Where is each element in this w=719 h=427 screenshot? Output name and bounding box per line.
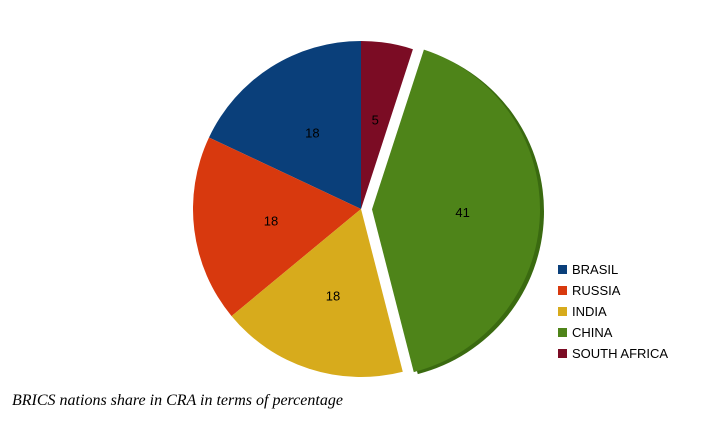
data-label-south-africa: 5 xyxy=(372,112,379,127)
legend-swatch xyxy=(558,307,567,316)
legend-swatch xyxy=(558,328,567,337)
data-label-russia: 18 xyxy=(264,213,278,228)
pie-slice-russia xyxy=(192,137,361,317)
pie-data-labels: 18 18 18 41 5 xyxy=(264,112,470,303)
legend-label: BRASIL xyxy=(572,262,619,277)
legend-item-south-africa: SOUTH AFRICA xyxy=(558,343,668,364)
legend-label: INDIA xyxy=(572,304,607,319)
legend-item-brasil: BRASIL xyxy=(558,259,668,280)
figure-caption: BRICS nations share in CRA in terms of p… xyxy=(12,392,343,409)
legend-swatch xyxy=(558,349,567,358)
data-label-china: 41 xyxy=(455,205,469,220)
legend-label: SOUTH AFRICA xyxy=(572,346,669,361)
pie-slice-brasil xyxy=(208,41,361,209)
pie-slice-china xyxy=(371,49,540,373)
legend-swatch xyxy=(558,286,567,295)
pie-slices xyxy=(192,41,544,378)
legend-swatch xyxy=(558,265,567,274)
legend-item-russia: RUSSIA xyxy=(558,280,668,301)
pie-slice-india xyxy=(231,209,403,378)
legend-item-china: CHINA xyxy=(558,322,668,343)
pie-slice-south-africa xyxy=(361,41,413,209)
legend: BRASIL RUSSIA INDIA CHINA SOUTH AFRICA xyxy=(558,259,668,364)
legend-label: CHINA xyxy=(572,325,613,340)
data-label-brasil: 18 xyxy=(305,125,319,140)
legend-label: RUSSIA xyxy=(572,283,621,298)
legend-item-india: INDIA xyxy=(558,301,668,322)
data-label-india: 18 xyxy=(326,288,340,303)
